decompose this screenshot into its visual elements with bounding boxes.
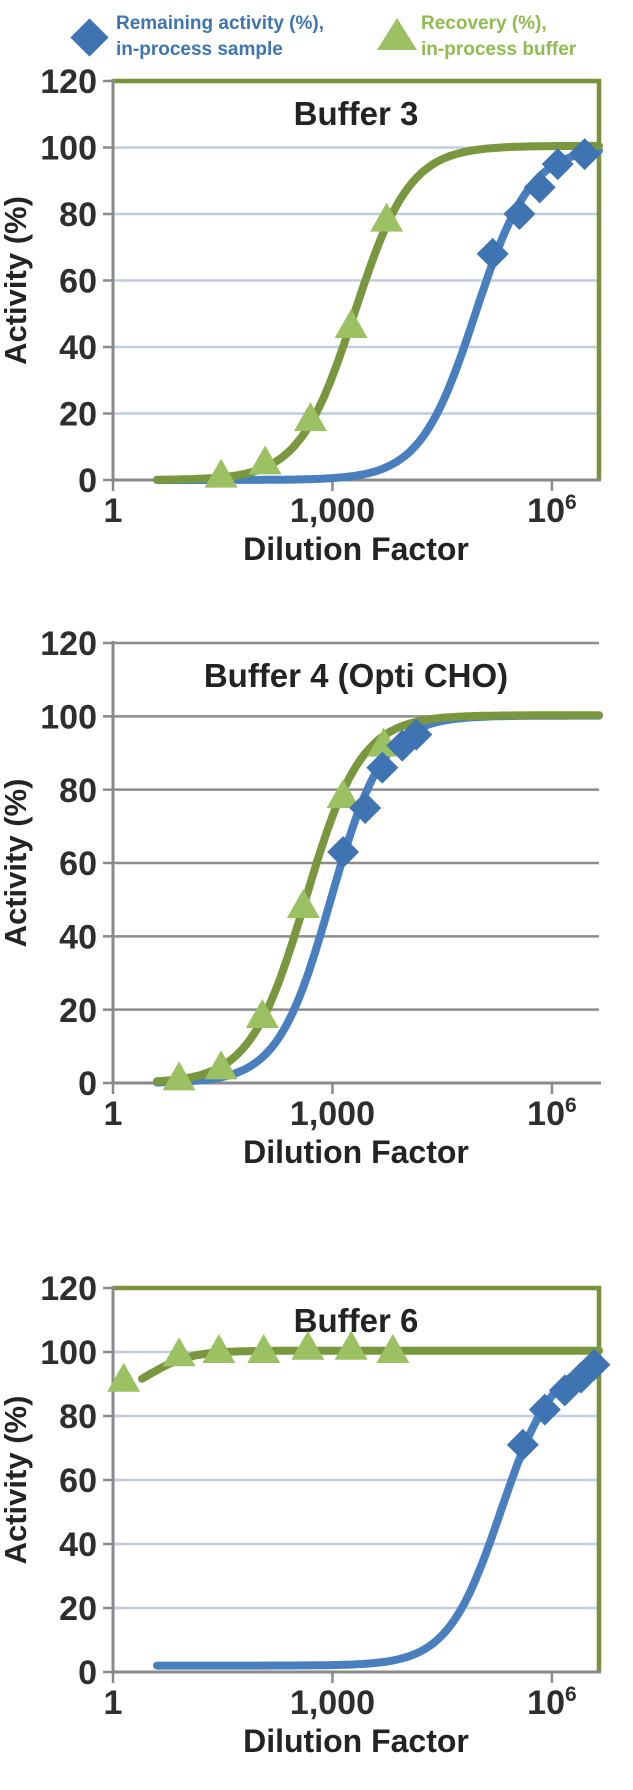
x-axis-label: Dilution Factor: [243, 1723, 469, 1759]
x-tick-label: 1: [104, 1095, 123, 1133]
remaining-activity-marker: [506, 1428, 539, 1461]
remaining-activity-curve: [153, 146, 603, 484]
y-tick-label: 20: [59, 1590, 97, 1628]
x-tick-label: 1,000: [290, 1095, 375, 1133]
x-axis-label: Dilution Factor: [243, 531, 469, 567]
recovery-marker: [370, 202, 404, 232]
x-tick-label: 1,000: [290, 492, 375, 530]
y-tick-label: 80: [59, 772, 97, 810]
x-tick-label: 1: [104, 1684, 123, 1722]
remaining-activity-marker: [476, 237, 509, 270]
remaining-activity-marker: [349, 792, 382, 824]
legend-label-recovery: Recovery (%), in-process buffer: [421, 11, 576, 63]
chart-buffer-6: 0 20 40 60 80 100 120 1 1,000 106 Buffer 6 Activity…: [0, 1270, 611, 1759]
recovery-marker: [162, 1337, 196, 1367]
remaining-activity-marker: [523, 171, 556, 204]
y-axis-label: Activity (%): [0, 1396, 33, 1565]
remaining-activity-marker: [400, 718, 433, 751]
recovery-marker: [326, 779, 360, 808]
y-tick-label: 20: [59, 992, 97, 1030]
x-tick-label: 106: [527, 1094, 577, 1133]
y-tick-label: 0: [78, 1065, 97, 1103]
y-tick-label: 120: [40, 625, 97, 663]
y-axis-label: Activity (%): [0, 779, 33, 948]
chart-title: Buffer 6: [294, 1302, 419, 1339]
recovery-marker: [107, 1362, 141, 1392]
y-tick-label: 40: [59, 1526, 97, 1564]
recovery-marker: [202, 1334, 236, 1363]
y-tick-label: 60: [59, 845, 97, 883]
plot-frame: [113, 1285, 602, 1672]
x-tick-label: 1: [104, 492, 123, 530]
y-tick-label: 100: [40, 1334, 97, 1372]
remaining-activity-marker: [503, 198, 536, 230]
x-axis-label: Dilution Factor: [243, 1134, 469, 1170]
y-tick-label: 120: [40, 63, 97, 101]
chart-title: Buffer 3: [294, 95, 419, 132]
y-tick-label: 0: [78, 462, 97, 500]
recovery-marker: [293, 402, 327, 432]
y-tick-label: 100: [40, 130, 97, 168]
x-tick-label: 1,000: [290, 1684, 375, 1722]
plot-frame: [113, 78, 602, 480]
chart-buffer-4-opti-cho-: 0 20 40 60 80 100 120 1 1,000 106 Buffer 4 (Opti C…: [0, 625, 603, 1170]
y-tick-label: 20: [59, 396, 97, 434]
y-tick-label: 80: [59, 1398, 97, 1436]
chart-title: Buffer 4 (Opti CHO): [204, 657, 508, 694]
y-tick-label: 40: [59, 329, 97, 367]
triangle-marker-icon: [377, 18, 417, 50]
legend-label-line2: in-process buffer: [421, 39, 577, 60]
y-tick-label: 60: [59, 263, 97, 301]
y-tick-label: 100: [40, 699, 97, 737]
chart-buffer-3: 0 20 40 60 80 100 120 1 1,000 106 Buffer 3 Activity…: [0, 63, 603, 567]
recovery-marker: [204, 1050, 238, 1080]
recovery-marker: [291, 1330, 325, 1360]
legend-label-line2: in-process sample: [116, 39, 283, 60]
remaining-activity-marker: [568, 138, 601, 171]
recovery-marker: [245, 999, 279, 1028]
recovery-marker: [334, 1330, 368, 1360]
y-tick-label: 60: [59, 1462, 97, 1500]
remaining-activity-marker: [528, 1393, 561, 1426]
recovery-marker: [376, 1334, 410, 1363]
y-tick-label: 40: [59, 919, 97, 957]
recovery-marker: [334, 309, 368, 339]
y-tick-label: 0: [78, 1654, 97, 1692]
remaining-activity-marker: [366, 751, 399, 784]
y-tick-label: 80: [59, 196, 97, 234]
x-tick-label: 106: [527, 1683, 577, 1722]
recovery-marker: [286, 889, 320, 918]
y-tick-label: 120: [40, 1270, 97, 1308]
recovery-marker: [247, 1334, 281, 1363]
recovery-marker: [204, 458, 238, 488]
diamond-marker-icon: [70, 18, 109, 57]
recovery-marker: [248, 445, 282, 475]
legend-label-line1: Remaining activity (%),: [116, 13, 324, 34]
remaining-activity-marker: [327, 836, 360, 868]
recovery-marker: [162, 1061, 196, 1091]
y-axis-label: Activity (%): [0, 196, 33, 365]
x-tick-label: 106: [527, 491, 577, 530]
legend: Remaining activity (%), in-process sampl…: [0, 0, 633, 78]
legend-label-line1: Recovery (%),: [421, 13, 547, 34]
remaining-activity-marker: [541, 148, 574, 181]
legend-label-remaining-activity: Remaining activity (%), in-process sampl…: [116, 11, 324, 63]
remaining-activity-marker: [578, 1348, 611, 1381]
